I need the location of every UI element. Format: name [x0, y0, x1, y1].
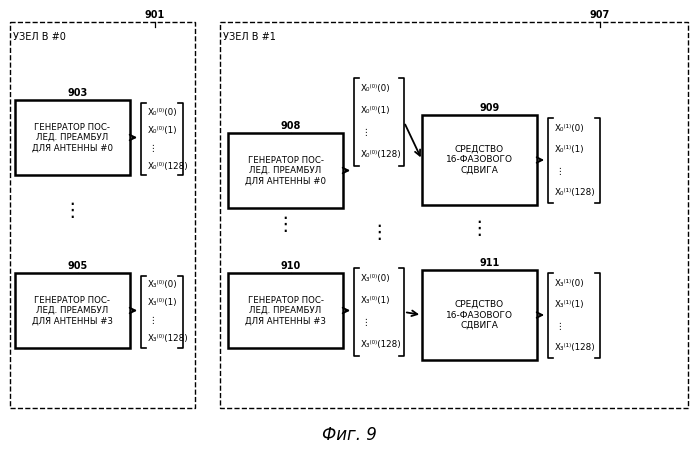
Bar — [15, 100, 130, 175]
Text: X₃⁽¹⁾(128): X₃⁽¹⁾(128) — [555, 343, 596, 352]
Text: ГЕНЕРАТОР ПОС-
ЛЕД. ПРЕАМБУЛ
ДЛЯ АНТЕННЫ #0: ГЕНЕРАТОР ПОС- ЛЕД. ПРЕАМБУЛ ДЛЯ АНТЕННЫ… — [245, 156, 326, 185]
Text: 907: 907 — [590, 10, 610, 20]
Text: X₀⁽⁰⁾(1): X₀⁽⁰⁾(1) — [148, 126, 178, 135]
Text: 908: 908 — [280, 121, 301, 131]
Text: X₃⁽⁰⁾(1): X₃⁽⁰⁾(1) — [148, 298, 178, 307]
Text: 901: 901 — [145, 10, 165, 20]
Text: X₀⁽⁰⁾(1): X₀⁽⁰⁾(1) — [361, 107, 391, 116]
Text: X₀⁽⁰⁾(128): X₀⁽⁰⁾(128) — [148, 162, 189, 171]
Text: X₃⁽¹⁾(1): X₃⁽¹⁾(1) — [555, 301, 584, 310]
Bar — [15, 273, 130, 348]
Text: X₀⁽¹⁾(128): X₀⁽¹⁾(128) — [555, 188, 596, 197]
Text: X₀⁽¹⁾(1): X₀⁽¹⁾(1) — [555, 145, 584, 154]
Text: 910: 910 — [280, 261, 301, 271]
Text: СРЕДСТВО
16-ФАЗОВОГО
СДВИГА: СРЕДСТВО 16-ФАЗОВОГО СДВИГА — [446, 145, 513, 175]
Text: 905: 905 — [67, 261, 87, 271]
Text: СРЕДСТВО
16-ФАЗОВОГО
СДВИГА: СРЕДСТВО 16-ФАЗОВОГО СДВИГА — [446, 300, 513, 330]
Text: X₀⁽¹⁾(0): X₀⁽¹⁾(0) — [555, 124, 585, 133]
Text: ⋮: ⋮ — [148, 316, 157, 325]
Bar — [10, 22, 195, 408]
Text: ГЕНЕРАТОР ПОС-
ЛЕД. ПРЕАМБУЛ
ДЛЯ АНТЕННЫ #3: ГЕНЕРАТОР ПОС- ЛЕД. ПРЕАМБУЛ ДЛЯ АНТЕННЫ… — [245, 296, 326, 325]
Text: X₃⁽⁰⁾(0): X₃⁽⁰⁾(0) — [148, 280, 178, 289]
Text: X₃⁽⁰⁾(128): X₃⁽⁰⁾(128) — [361, 341, 402, 350]
Text: 911: 911 — [480, 258, 500, 268]
Text: УЗЕЛ В #1: УЗЕЛ В #1 — [223, 32, 276, 42]
Text: X₃⁽⁰⁾(0): X₃⁽⁰⁾(0) — [361, 274, 391, 284]
Text: Фиг. 9: Фиг. 9 — [322, 426, 377, 444]
Text: ⋮: ⋮ — [63, 201, 82, 220]
Text: ⋮: ⋮ — [361, 129, 370, 138]
Text: X₀⁽⁰⁾(0): X₀⁽⁰⁾(0) — [148, 108, 178, 117]
Text: ГЕНЕРАТОР ПОС-
ЛЕД. ПРЕАМБУЛ
ДЛЯ АНТЕННЫ #3: ГЕНЕРАТОР ПОС- ЛЕД. ПРЕАМБУЛ ДЛЯ АНТЕННЫ… — [32, 296, 113, 325]
Bar — [422, 270, 537, 360]
Text: ⋮: ⋮ — [148, 144, 157, 153]
Text: X₃⁽⁰⁾(1): X₃⁽⁰⁾(1) — [361, 297, 391, 306]
Text: X₀⁽⁰⁾(128): X₀⁽⁰⁾(128) — [361, 150, 402, 159]
Text: X₃⁽⁰⁾(128): X₃⁽⁰⁾(128) — [148, 334, 189, 343]
Text: ⋮: ⋮ — [555, 322, 564, 331]
Bar — [228, 273, 343, 348]
Text: ⋮: ⋮ — [470, 219, 489, 238]
Text: ⋮: ⋮ — [275, 216, 295, 234]
Text: ⋮: ⋮ — [555, 166, 564, 176]
Text: ⋮: ⋮ — [369, 224, 389, 243]
Text: 909: 909 — [480, 103, 500, 113]
Text: УЗЕЛ В #0: УЗЕЛ В #0 — [13, 32, 66, 42]
Bar — [220, 22, 688, 408]
Text: ГЕНЕРАТОР ПОС-
ЛЕД. ПРЕАМБУЛ
ДЛЯ АНТЕННЫ #0: ГЕНЕРАТОР ПОС- ЛЕД. ПРЕАМБУЛ ДЛЯ АНТЕННЫ… — [32, 122, 113, 153]
Bar — [422, 115, 537, 205]
Text: X₃⁽¹⁾(0): X₃⁽¹⁾(0) — [555, 279, 585, 288]
Text: ⋮: ⋮ — [361, 319, 370, 328]
Bar — [228, 133, 343, 208]
Text: X₀⁽⁰⁾(0): X₀⁽⁰⁾(0) — [361, 85, 391, 94]
Text: 903: 903 — [67, 88, 87, 98]
